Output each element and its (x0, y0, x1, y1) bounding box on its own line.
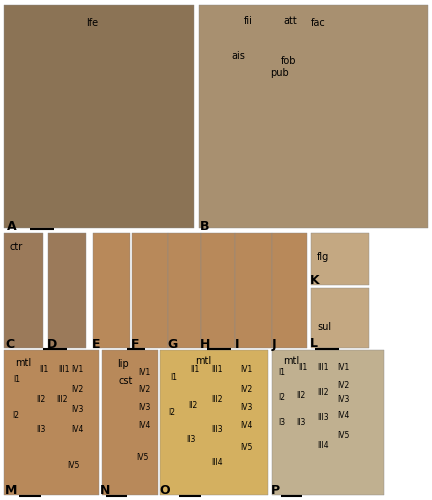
Text: fob: fob (281, 56, 296, 66)
Text: IV3: IV3 (337, 396, 349, 404)
Text: IV2: IV2 (240, 386, 252, 394)
Text: II3: II3 (296, 418, 305, 427)
FancyBboxPatch shape (272, 350, 384, 495)
Text: III3: III3 (318, 413, 329, 422)
Text: IV3: IV3 (71, 406, 84, 414)
Text: II3: II3 (186, 436, 195, 444)
Text: IV1: IV1 (240, 366, 252, 374)
Text: mtI: mtI (283, 356, 299, 366)
Text: IV2: IV2 (138, 386, 150, 394)
Text: M: M (5, 484, 18, 498)
Text: IV4: IV4 (71, 426, 84, 434)
Text: fii: fii (244, 16, 253, 26)
FancyBboxPatch shape (311, 232, 369, 285)
Text: IV4: IV4 (240, 420, 252, 430)
FancyBboxPatch shape (272, 232, 307, 347)
FancyBboxPatch shape (168, 232, 201, 347)
Text: IV5: IV5 (67, 460, 79, 469)
Text: P: P (271, 484, 280, 498)
Text: J: J (271, 338, 276, 351)
Text: II1: II1 (39, 366, 48, 374)
FancyBboxPatch shape (235, 232, 272, 347)
FancyBboxPatch shape (102, 350, 158, 495)
Text: flg: flg (317, 252, 329, 262)
Text: ctr: ctr (10, 242, 23, 252)
Text: I: I (235, 338, 239, 351)
Text: IV1: IV1 (71, 366, 83, 374)
Text: pub: pub (270, 68, 289, 78)
Text: II2: II2 (37, 396, 46, 404)
FancyBboxPatch shape (199, 5, 428, 228)
Text: cst: cst (119, 376, 133, 386)
FancyBboxPatch shape (4, 5, 194, 228)
Text: III3: III3 (212, 426, 223, 434)
Text: F: F (130, 338, 139, 351)
FancyBboxPatch shape (201, 232, 235, 347)
Text: H: H (200, 338, 210, 351)
Text: IV3: IV3 (138, 403, 151, 412)
Text: sul: sul (317, 322, 331, 332)
Text: III2: III2 (56, 396, 68, 404)
Text: III4: III4 (318, 442, 329, 450)
Text: IV5: IV5 (337, 430, 349, 440)
Text: III1: III1 (212, 366, 223, 374)
FancyBboxPatch shape (160, 350, 268, 495)
Text: G: G (168, 338, 178, 351)
Text: III2: III2 (318, 388, 329, 397)
Text: I2: I2 (12, 410, 19, 420)
Text: III4: III4 (212, 458, 223, 467)
Text: I1: I1 (13, 376, 20, 384)
Text: IV4: IV4 (337, 410, 349, 420)
Text: IV2: IV2 (71, 386, 83, 394)
Text: II2: II2 (188, 400, 197, 409)
Text: fac: fac (311, 18, 326, 28)
FancyBboxPatch shape (4, 350, 99, 495)
Text: IV3: IV3 (240, 403, 252, 412)
Text: ais: ais (231, 51, 245, 61)
FancyBboxPatch shape (93, 232, 130, 347)
Text: L: L (310, 337, 318, 350)
Text: IV1: IV1 (337, 363, 349, 372)
Text: K: K (310, 274, 320, 287)
Text: I1: I1 (279, 368, 286, 377)
Text: IV5: IV5 (240, 443, 252, 452)
Text: II2: II2 (296, 390, 305, 400)
Text: IV2: IV2 (337, 380, 349, 390)
Text: lfe: lfe (86, 18, 98, 28)
Text: att: att (283, 16, 297, 26)
Text: mtI: mtI (15, 358, 32, 368)
Text: lip: lip (117, 359, 128, 369)
Text: I2: I2 (168, 408, 175, 417)
Text: II1: II1 (190, 366, 199, 374)
Text: E: E (92, 338, 101, 351)
Text: B: B (200, 220, 210, 232)
Text: II1: II1 (298, 363, 307, 372)
FancyBboxPatch shape (311, 288, 369, 348)
Text: C: C (5, 338, 14, 351)
Text: III1: III1 (318, 363, 329, 372)
Text: II3: II3 (37, 426, 46, 434)
Text: IV1: IV1 (138, 368, 150, 377)
Text: N: N (100, 484, 111, 498)
FancyBboxPatch shape (4, 232, 43, 347)
Text: I2: I2 (279, 393, 286, 402)
Text: A: A (6, 220, 16, 232)
Text: III1: III1 (58, 366, 70, 374)
FancyBboxPatch shape (132, 232, 168, 347)
Text: I3: I3 (279, 418, 286, 427)
Text: I1: I1 (171, 373, 178, 382)
Text: mtI: mtI (195, 356, 212, 366)
Text: O: O (159, 484, 170, 498)
Text: IV4: IV4 (138, 420, 151, 430)
Text: D: D (47, 338, 57, 351)
Text: III2: III2 (212, 396, 223, 404)
Text: IV5: IV5 (136, 453, 149, 462)
FancyBboxPatch shape (48, 232, 86, 347)
